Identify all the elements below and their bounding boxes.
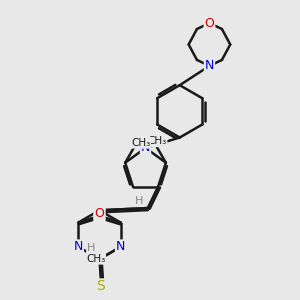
Text: CH₃: CH₃ bbox=[147, 136, 167, 146]
Text: N: N bbox=[74, 240, 83, 254]
Text: N: N bbox=[205, 59, 214, 72]
Text: H: H bbox=[135, 196, 143, 206]
Text: N: N bbox=[141, 141, 150, 154]
Text: O: O bbox=[205, 16, 214, 30]
Text: CH₃: CH₃ bbox=[131, 138, 150, 148]
Text: O: O bbox=[95, 207, 105, 220]
Text: N: N bbox=[116, 240, 125, 254]
Text: S: S bbox=[97, 279, 105, 293]
Text: CH₃: CH₃ bbox=[86, 254, 105, 264]
Text: O: O bbox=[94, 207, 104, 220]
Text: H: H bbox=[87, 243, 95, 254]
